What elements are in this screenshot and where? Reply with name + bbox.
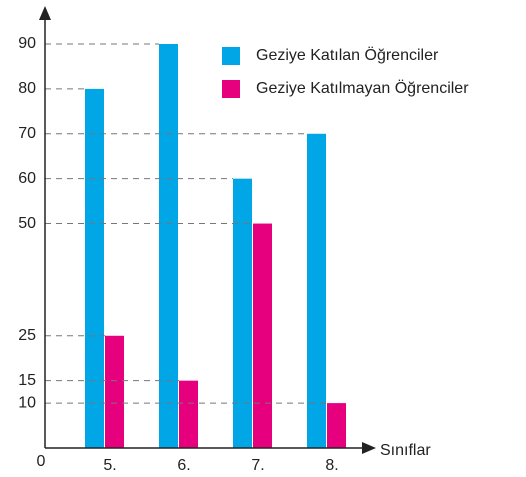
y-tick-label: 60 [18,170,36,187]
y-axis-arrow [39,6,51,20]
y-tick-label: 0 [37,453,46,470]
x-tick-label: 8. [325,457,338,474]
legend-swatch [222,47,240,65]
y-tick-label: 80 [18,80,36,97]
x-tick-label: 7. [251,457,264,474]
x-tick-label: 5. [103,457,116,474]
x-tick-label: 6. [177,457,190,474]
bar [253,223,272,448]
bar [233,178,252,448]
y-tick-label: 10 [18,394,36,411]
legend-label: Geziye Katılmayan Öğrenciler [256,79,469,97]
bar [105,335,124,448]
bar [159,44,178,448]
bar [327,403,346,448]
legend-label: Geziye Katılan Öğrenciler [256,46,439,64]
y-tick-label: 70 [18,125,36,142]
x-axis-arrow [362,442,376,454]
x-axis-label: Sınıflar [380,442,431,459]
y-tick-label: 90 [18,35,36,52]
bar [307,133,326,448]
y-tick-label: 25 [18,327,36,344]
bar [179,380,198,448]
y-tick-label: 50 [18,215,36,232]
y-tick-label: 15 [18,372,36,389]
bar [85,88,104,448]
legend-swatch [222,80,240,98]
